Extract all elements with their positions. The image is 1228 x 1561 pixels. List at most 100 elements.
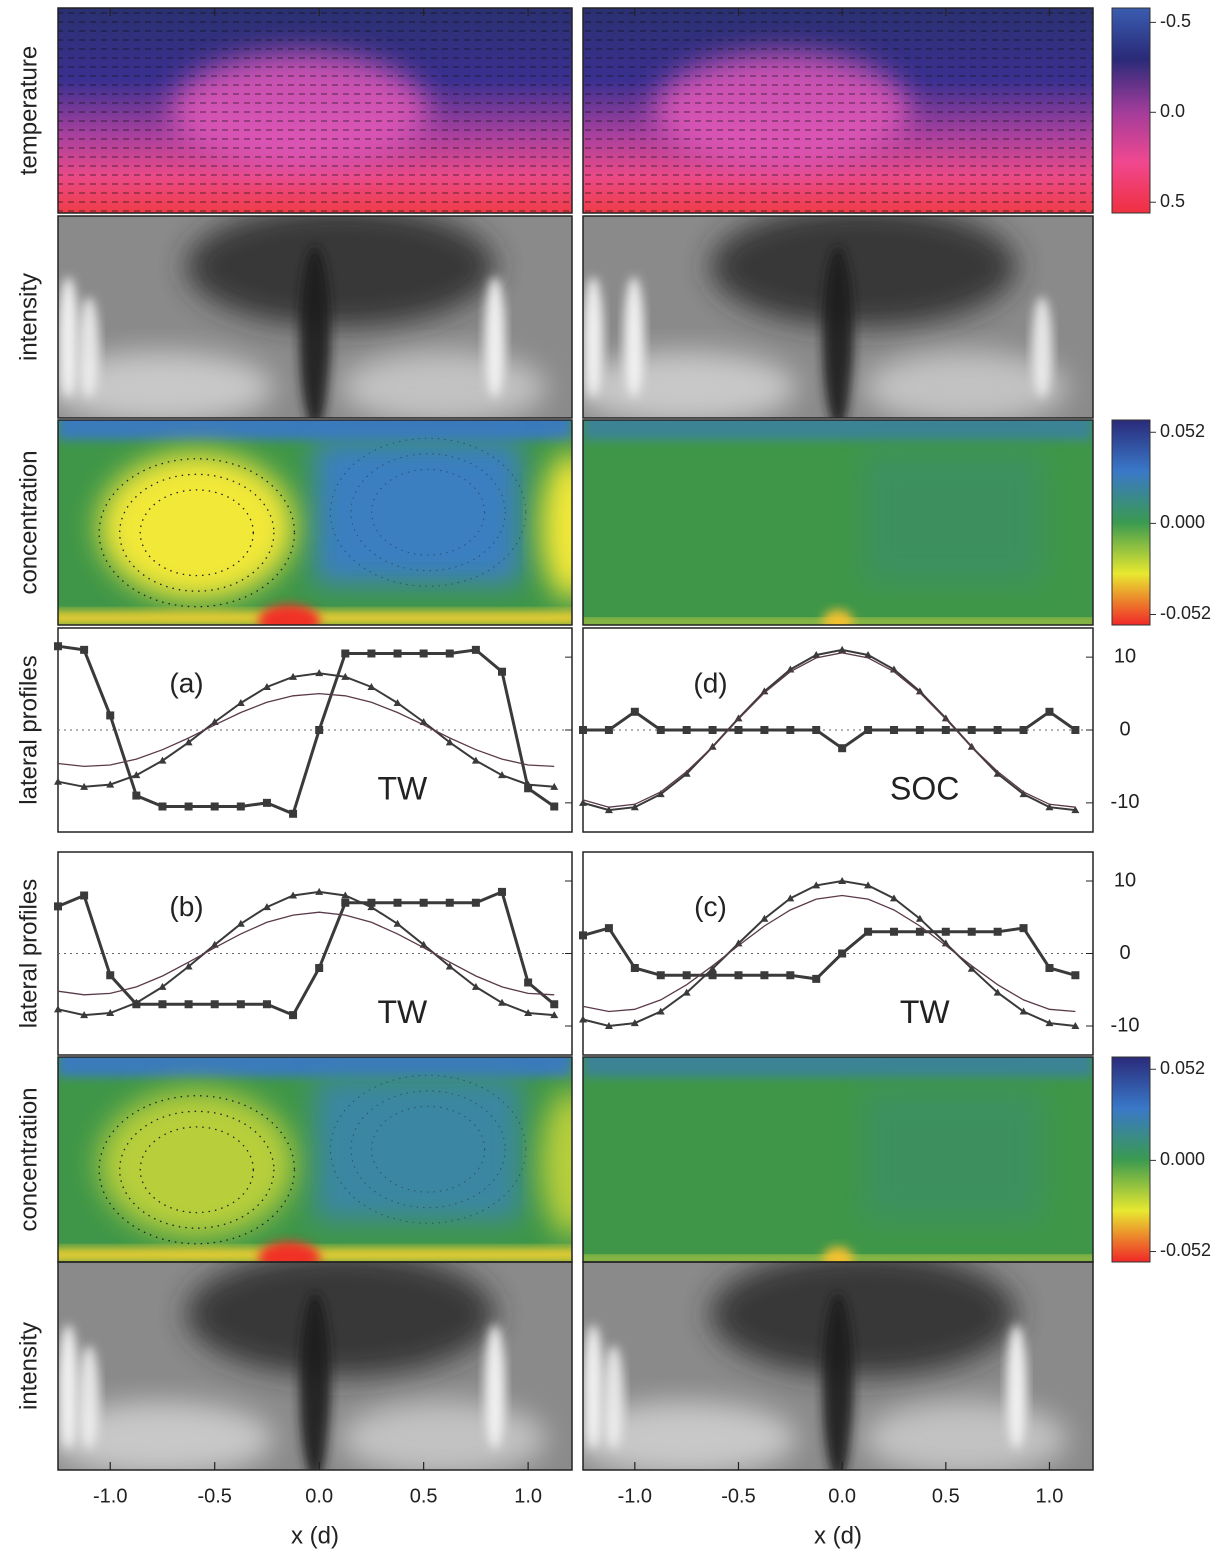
triangle-marker — [708, 964, 717, 972]
triangle-marker — [184, 962, 193, 970]
triangle-marker — [262, 683, 271, 691]
field-blob — [623, 276, 645, 398]
square-marker — [80, 891, 89, 900]
square-marker — [524, 978, 533, 987]
square-marker — [915, 726, 924, 734]
square-marker — [445, 649, 454, 658]
y-tick-label: 10 — [1114, 645, 1136, 667]
field-blob — [186, 216, 495, 328]
field-blob — [1006, 1324, 1027, 1450]
regime-label: TW — [378, 771, 429, 807]
regime-label: SOC — [890, 771, 959, 807]
square-marker — [682, 726, 691, 734]
square-marker — [524, 784, 533, 793]
triangle-marker — [524, 780, 533, 788]
field-region — [58, 8, 572, 213]
triangle-marker — [1071, 806, 1080, 814]
y-tick-label: 0 — [1119, 942, 1130, 964]
square-marker — [864, 726, 873, 734]
regime-label: TW — [900, 994, 951, 1030]
field-blob — [822, 1246, 854, 1262]
profile-line — [583, 709, 1077, 751]
square-marker — [341, 898, 350, 907]
field-blob — [822, 246, 854, 418]
square-marker — [915, 927, 924, 936]
field-panel — [583, 1262, 1093, 1470]
triangle-marker — [656, 1007, 665, 1015]
triangle-marker — [734, 714, 743, 722]
triangle-marker — [471, 982, 480, 990]
triangle-marker — [471, 756, 480, 764]
streamline — [139, 1126, 254, 1214]
y-tick-label: 0 — [1119, 718, 1130, 740]
triangle-marker — [812, 650, 821, 658]
streamline — [329, 437, 527, 587]
triangle-marker — [864, 650, 873, 658]
triangle-marker — [106, 1008, 115, 1016]
square-marker — [630, 964, 639, 972]
square-marker — [393, 898, 402, 907]
colorbar-tick-label: 0.000 — [1160, 1149, 1205, 1169]
field-panel — [583, 8, 1093, 213]
colorbar — [1111, 1056, 1151, 1263]
square-marker — [54, 902, 62, 911]
field-panel — [583, 1057, 1093, 1262]
field-blob — [541, 1089, 572, 1238]
colorbar-tick-label: 0.5 — [1160, 191, 1185, 211]
colorbar — [1111, 7, 1151, 214]
triangle-marker — [158, 756, 167, 764]
field-blob — [1031, 296, 1053, 398]
square-marker — [967, 927, 976, 936]
square-marker — [604, 924, 613, 933]
triangle-marker — [656, 790, 665, 798]
field-blob — [484, 276, 506, 398]
square-marker — [708, 971, 717, 980]
x-tick-label: 0.0 — [305, 1485, 333, 1507]
square-marker — [1019, 726, 1028, 734]
x-tick-label: -0.5 — [721, 1485, 755, 1507]
triangle-marker — [132, 771, 141, 779]
panel-border — [57, 1261, 573, 1471]
panel-border — [582, 7, 1094, 214]
square-marker — [812, 974, 821, 983]
triangle-marker — [315, 669, 324, 677]
field-region — [583, 8, 1093, 213]
x-tick-label: 1.0 — [514, 1485, 542, 1507]
streamline — [119, 473, 275, 592]
field-region — [58, 1057, 572, 1077]
panel-border — [582, 1261, 1094, 1471]
field-blob — [822, 609, 854, 625]
field-blob — [583, 351, 798, 418]
triangle-marker — [993, 988, 1002, 996]
square-marker — [393, 649, 402, 658]
panel-border — [57, 419, 573, 626]
field-region — [58, 420, 572, 440]
triangle-marker — [341, 891, 350, 899]
profile-line — [57, 889, 556, 1017]
square-marker — [1019, 924, 1028, 933]
panel-border — [582, 419, 1094, 626]
triangle-marker — [393, 699, 402, 707]
field-blob — [299, 1293, 331, 1470]
x-axis-label: x (d) — [814, 1522, 862, 1549]
profile-line — [582, 879, 1076, 1028]
triangle-marker — [967, 964, 976, 972]
square-marker — [210, 1000, 219, 1009]
profile-line — [582, 894, 1076, 1013]
square-marker — [289, 1011, 298, 1020]
field-blob — [541, 452, 572, 601]
square-marker — [1045, 707, 1054, 716]
panel-label: (c) — [694, 891, 727, 922]
triangle-marker — [262, 903, 271, 911]
profile-line — [57, 644, 556, 816]
square-marker — [419, 898, 428, 907]
x-tick-label: -1.0 — [93, 1485, 127, 1507]
x-tick-label: 0.0 — [828, 1485, 856, 1507]
field-blob — [58, 1401, 274, 1470]
triangle-marker — [915, 914, 924, 922]
square-marker — [734, 726, 743, 734]
square-marker — [889, 927, 898, 936]
triangle-marker — [1019, 790, 1028, 798]
profile-line — [582, 926, 1076, 981]
row-label: concentration — [15, 1087, 42, 1231]
